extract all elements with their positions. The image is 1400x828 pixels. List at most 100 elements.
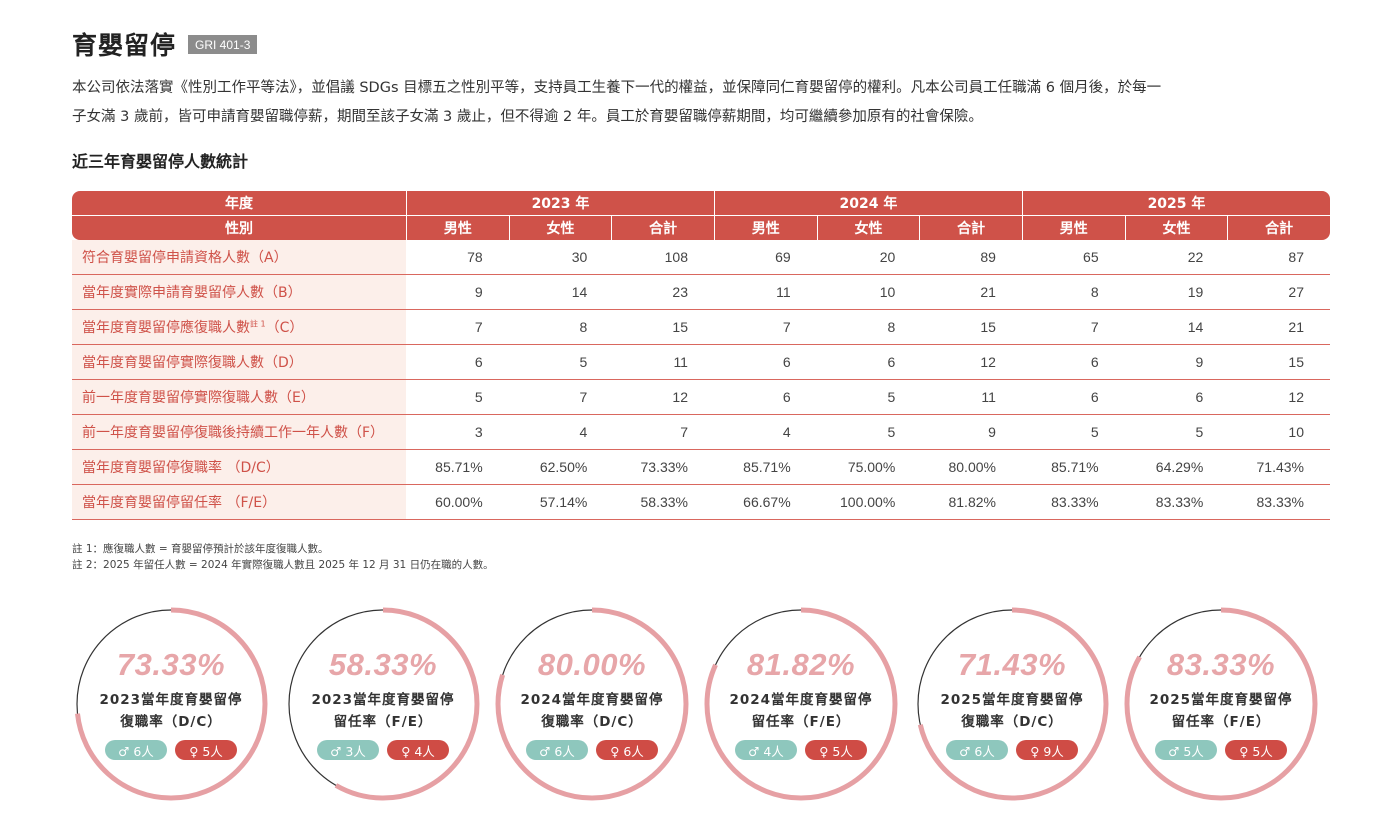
- female-count-pill: ♀ 5人: [175, 740, 237, 760]
- table-cell: 75.00%: [816, 450, 920, 485]
- table-cell: 83.33%: [1227, 485, 1330, 520]
- gauge-ring: [704, 607, 898, 801]
- table-cell: 5: [816, 415, 920, 450]
- row-label: 前一年度育嬰留停復職後持續工作一年人數（F）: [72, 415, 406, 450]
- table-cell: 64.29%: [1124, 450, 1228, 485]
- gauge-label-line-1: 2025當年度育嬰留停: [1149, 692, 1293, 708]
- table-cell: 4: [508, 415, 612, 450]
- female-header: 女性: [816, 216, 920, 240]
- male-count-pill: ♂ 3人: [317, 740, 379, 760]
- table-cell: 11: [611, 345, 714, 380]
- table-row: 當年度實際申請育嬰留停人數（B） 9 14 23 11 10 21 8 19 27: [72, 275, 1330, 310]
- table-cell: 12: [611, 380, 714, 415]
- table-cell: 30: [508, 240, 612, 275]
- male-count-pill: ♂ 6人: [946, 740, 1008, 760]
- table-cell: 8: [1021, 275, 1125, 310]
- table-row: 前一年度育嬰留停實際復職人數（E） 5 7 12 6 5 11 6 6 12: [72, 380, 1330, 415]
- table-cell: 15: [611, 310, 714, 345]
- gauge-percent: 83.33%: [1166, 647, 1276, 682]
- table-cell: 8: [508, 310, 612, 345]
- title-row: 育嬰留停 GRI 401-3: [72, 26, 258, 62]
- table-cell: 20: [816, 240, 920, 275]
- table-cell: 83.33%: [1124, 485, 1228, 520]
- gauge-row: 73.33% 2023當年度育嬰留停 復職率（D/C） ♂ 6人 ♀ 5人 58.33% 2…: [72, 603, 1330, 808]
- row-label-text: 當年度育嬰留停復職率 （D/C）: [82, 460, 280, 476]
- row-label-text: 當年度育嬰留停應復職人數: [82, 320, 250, 336]
- female-header: 女性: [508, 216, 612, 240]
- table-cell: 83.33%: [1021, 485, 1125, 520]
- gauge-label-line-2: 復職率（D/C）: [541, 714, 643, 730]
- gender-header: 性別: [72, 216, 406, 240]
- table-cell: 108: [611, 240, 714, 275]
- table-cell: 9: [919, 415, 1022, 450]
- total-header: 合計: [611, 216, 714, 240]
- table-cell: 71.43%: [1227, 450, 1330, 485]
- gauge-label: 2023當年度育嬰留停 留任率（F/E）: [284, 689, 482, 733]
- rate-gauge: 73.33% 2023當年度育嬰留停 復職率（D/C） ♂ 6人 ♀ 5人: [72, 603, 270, 805]
- footnotes: 註 1：應復職人數 = 育嬰留停預計於該年度復職人數。 註 2：2025 年留任…: [72, 541, 494, 573]
- gauge-label-line-1: 2023當年度育嬰留停: [311, 692, 455, 708]
- page-title: 育嬰留停: [72, 31, 177, 60]
- gauge-label-line-1: 2024當年度育嬰留停: [729, 692, 873, 708]
- table-cell: 57.14%: [508, 485, 612, 520]
- gauge-percent: 73.33%: [116, 647, 226, 682]
- gauge-label-line-1: 2023當年度育嬰留停: [99, 692, 243, 708]
- female-header: 女性: [1124, 216, 1228, 240]
- table-cell: 8: [816, 310, 920, 345]
- table-cell: 7: [611, 415, 714, 450]
- table-cell: 5: [1021, 415, 1125, 450]
- table-cell: 14: [1124, 310, 1228, 345]
- rate-gauge: 80.00% 2024當年度育嬰留停 復職率（D/C） ♂ 6人 ♀ 6人: [493, 603, 691, 805]
- table-cell: 81.82%: [919, 485, 1022, 520]
- table-cell: 14: [508, 275, 612, 310]
- row-label-text: 當年度實際申請育嬰留停人數（B）: [82, 285, 302, 301]
- row-label: 當年度育嬰留停實際復職人數（D）: [72, 345, 406, 380]
- male-count-pill: ♂ 5人: [1155, 740, 1217, 760]
- table-cell: 9: [406, 275, 509, 310]
- table-cell: 19: [1124, 275, 1228, 310]
- gauge-ring: [1124, 607, 1318, 801]
- table-body: 符合育嬰留停申請資格人數（A） 78 30 108 69 20 89 65 22 87 當年度實際申…: [72, 240, 1330, 520]
- table-cell: 6: [1021, 380, 1125, 415]
- gri-badge: GRI 401-3: [188, 34, 258, 54]
- gauge-ring: [286, 607, 480, 801]
- rate-gauge: 58.33% 2023當年度育嬰留停 留任率（F/E） ♂ 3人 ♀ 4人: [284, 603, 482, 805]
- gender-pills: ♂ 4人 ♀ 5人: [702, 740, 900, 760]
- table-cell: 6: [1021, 345, 1125, 380]
- table-cell: 12: [1227, 380, 1330, 415]
- table-cell: 11: [713, 275, 817, 310]
- table-cell: 23: [611, 275, 714, 310]
- table-cell: 7: [1021, 310, 1125, 345]
- table-cell: 73.33%: [611, 450, 714, 485]
- rate-gauge: 81.82% 2024當年度育嬰留停 留任率（F/E） ♂ 4人 ♀ 5人: [702, 603, 900, 805]
- gauge-label-line-1: 2025當年度育嬰留停: [940, 692, 1084, 708]
- male-header: 男性: [1021, 216, 1125, 240]
- table-cell: 11: [919, 380, 1022, 415]
- table-row: 當年度育嬰留停留任率 （F/E） 60.00% 57.14% 58.33% 66.67%…: [72, 485, 1330, 520]
- table-cell: 85.71%: [406, 450, 509, 485]
- gauge-label-line-2: 復職率（D/C）: [961, 714, 1063, 730]
- rate-gauge: 71.43% 2025當年度育嬰留停 復職率（D/C） ♂ 6人 ♀ 9人: [913, 603, 1111, 805]
- table-cell: 15: [1227, 345, 1330, 380]
- table-row: 符合育嬰留停申請資格人數（A） 78 30 108 69 20 89 65 22 87: [72, 240, 1330, 275]
- gauge-progress-arc: [495, 607, 689, 801]
- table-cell: 5: [816, 380, 920, 415]
- table-cell: 7: [713, 310, 817, 345]
- year-header: 年度: [72, 191, 406, 216]
- row-label: 當年度育嬰留停應復職人數註 1（C）: [72, 310, 406, 345]
- rate-gauge: 83.33% 2025當年度育嬰留停 留任率（F/E） ♂ 5人 ♀ 5人: [1122, 603, 1320, 805]
- row-label-text: 前一年度育嬰留停復職後持續工作一年人數（F）: [82, 425, 385, 441]
- table-cell: 5: [406, 380, 509, 415]
- gender-pills: ♂ 6人 ♀ 5人: [72, 740, 270, 760]
- table-row: 當年度育嬰留停實際復職人數（D） 6 5 11 6 6 12 6 9 15: [72, 345, 1330, 380]
- table-cell: 85.71%: [1021, 450, 1125, 485]
- table-cell: 7: [508, 380, 612, 415]
- intro-line-1: 本公司依法落實《性別工作平等法》，並倡議 SDGs 目標五之性別平等，支持員工生…: [72, 80, 1162, 96]
- table-cell: 6: [816, 345, 920, 380]
- table-cell: 69: [713, 240, 817, 275]
- table-cell: 5: [1124, 415, 1228, 450]
- gender-pills: ♂ 3人 ♀ 4人: [284, 740, 482, 760]
- table-cell: 10: [816, 275, 920, 310]
- table-cell: 66.67%: [713, 485, 817, 520]
- gauge-label: 2025當年度育嬰留停 留任率（F/E）: [1122, 689, 1320, 733]
